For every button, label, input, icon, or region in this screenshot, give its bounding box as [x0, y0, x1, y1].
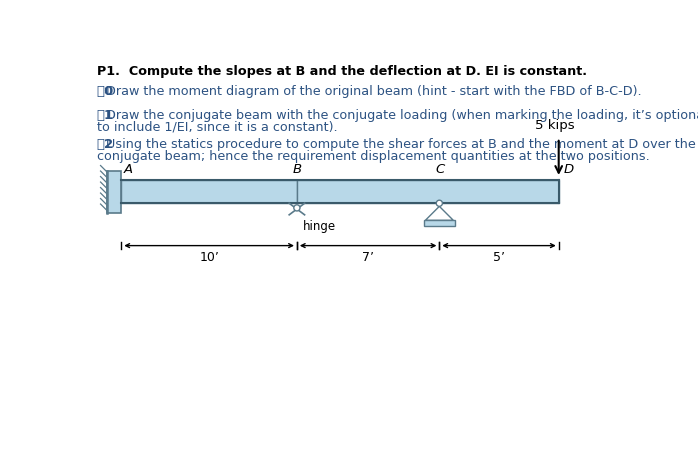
Bar — [424, 220, 454, 226]
Bar — [121, 180, 297, 203]
Text: 7’: 7’ — [362, 251, 374, 264]
Bar — [297, 180, 558, 203]
Text: P1.  Compute the slopes at B and the deflection at D. EI is constant.: P1. Compute the slopes at B and the defl… — [97, 65, 587, 78]
Text: C: C — [436, 163, 445, 176]
Bar — [107, 171, 121, 212]
Text: 5’: 5’ — [493, 251, 505, 264]
Text: ⑀0: ⑀0 — [97, 85, 114, 98]
Text: 5 kips: 5 kips — [535, 119, 574, 132]
Text: to include 1/EI, since it is a constant).: to include 1/EI, since it is a constant)… — [97, 121, 337, 134]
Text: ⑀2: ⑀2 — [97, 138, 114, 151]
Text: Draw the conjugate beam with the conjugate loading (when marking the loading, it: Draw the conjugate beam with the conjuga… — [106, 109, 698, 122]
Text: A: A — [124, 163, 133, 176]
Polygon shape — [426, 207, 453, 220]
Text: B: B — [293, 163, 302, 176]
Circle shape — [436, 200, 443, 207]
Text: Using the statics procedure to compute the shear forces at B and the moment at D: Using the statics procedure to compute t… — [106, 138, 696, 151]
Text: conjugate beam; hence the requirement displacement quantities at the two positio: conjugate beam; hence the requirement di… — [97, 150, 649, 163]
Circle shape — [294, 205, 300, 211]
Text: Draw the moment diagram of the original beam (hint - start with the FBD of B-C-D: Draw the moment diagram of the original … — [106, 85, 641, 98]
Text: 10’: 10’ — [199, 251, 219, 264]
Text: D: D — [563, 163, 574, 176]
Text: hinge: hinge — [303, 220, 336, 233]
Text: ⑀1: ⑀1 — [97, 109, 114, 122]
